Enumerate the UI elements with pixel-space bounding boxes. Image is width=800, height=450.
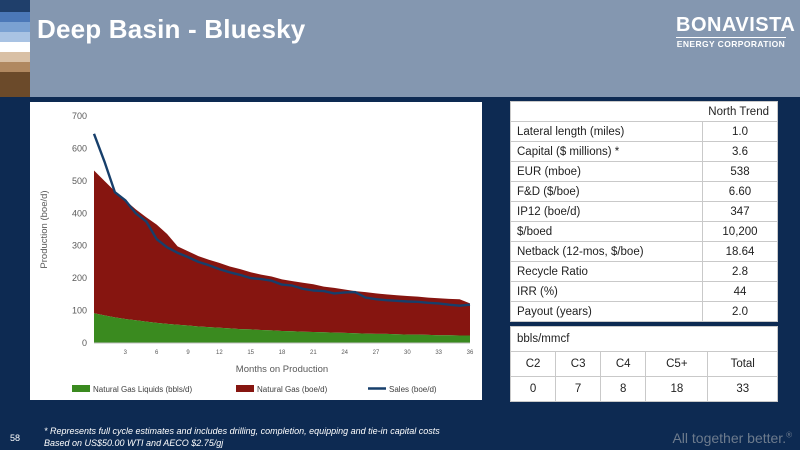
y-tick-label: 300	[72, 241, 87, 251]
legend-label: Natural Gas (boe/d)	[257, 385, 328, 394]
natural-gas-area	[94, 170, 470, 336]
table1-row: $/boed 10,200	[510, 221, 778, 242]
x-tick-label: 27	[373, 350, 380, 356]
ngl-area	[94, 313, 470, 343]
table1-value: 538	[702, 161, 778, 182]
table1-value: 6.60	[702, 181, 778, 202]
table1-label: Netback (12-mos, $/boe)	[510, 241, 703, 262]
y-tick-label: 400	[72, 208, 87, 218]
table1-value: 2.8	[702, 261, 778, 282]
table2-value-cell: 7	[555, 376, 602, 402]
liquids-yield-table: bbls/mmcf C2 C3 C4 C5+ Total 0 7 8 18 33	[509, 326, 778, 402]
sales-line	[92, 133, 471, 307]
table1-row: IRR (%) 44	[510, 281, 778, 302]
table2-header-row: C2 C3 C4 C5+ Total	[509, 351, 778, 377]
table1-row: F&D ($/boe) 6.60	[510, 181, 778, 202]
table2-header-cell: C2	[509, 351, 557, 377]
table2-title: bbls/mmcf	[510, 326, 778, 352]
page-number: 58	[9, 433, 20, 443]
table1-value: 1.0	[702, 121, 778, 142]
y-tick-label: 700	[72, 111, 87, 121]
table1-value: 44	[702, 281, 778, 302]
table2-value-cell: 33	[707, 376, 778, 402]
x-tick-label: 33	[435, 350, 442, 356]
table1-label: EUR (mboe)	[510, 161, 703, 182]
table1-value: 18.64	[702, 241, 778, 262]
x-tick-label: 30	[404, 350, 411, 356]
x-tick-label: 21	[310, 350, 317, 356]
table1-label: F&D ($/boe)	[510, 181, 703, 202]
x-tick-label: 9	[186, 350, 190, 356]
table1-value: 10,200	[702, 221, 778, 242]
legend-label: Sales (boe/d)	[389, 385, 437, 394]
y-tick-label: 500	[72, 176, 87, 186]
x-tick-label: 6	[155, 350, 159, 356]
table2-header-cell: C5+	[645, 351, 709, 377]
table1-label: Lateral length (miles)	[510, 121, 703, 142]
table1-header: North Trend	[510, 101, 778, 122]
table1-row: Capital ($ millions) * 3.6	[510, 141, 778, 162]
table1-label: IRR (%)	[510, 281, 703, 302]
y-tick-label: 600	[72, 143, 87, 153]
x-tick-label: 18	[279, 350, 286, 356]
table1-label: Recycle Ratio	[510, 261, 703, 282]
x-tick-label: 36	[467, 350, 474, 356]
production-chart-panel: 0 100 200 300 400 500 600 700 3 6 9 12 15 18 21 24 27 30 3…	[30, 102, 482, 400]
table1-row: EUR (mboe) 538	[510, 161, 778, 182]
tagline: All together better.®	[672, 430, 792, 446]
company-logo: BONAVISTA ENERGY CORPORATION	[676, 14, 796, 52]
table2-value-row: 0 7 8 18 33	[509, 376, 778, 402]
x-tick-label: 12	[216, 350, 223, 356]
table1-label: $/boed	[510, 221, 703, 242]
table1-row: IP12 (boe/d) 347	[510, 201, 778, 222]
table1-value: 3.6	[702, 141, 778, 162]
table2-value-cell: 8	[600, 376, 647, 402]
table1-value: 347	[702, 201, 778, 222]
table2-value-cell: 18	[645, 376, 709, 402]
x-tick-label: 3	[124, 350, 128, 356]
y-axis-title: Production (boe/d)	[39, 190, 50, 268]
well-economics-table: North Trend Lateral length (miles) 1.0 Cap…	[510, 101, 778, 322]
tagline-mark: ®	[786, 430, 792, 440]
table1-value: 2.0	[702, 301, 778, 322]
table2-header-cell: C3	[555, 351, 602, 377]
legend-label: Natural Gas Liquids (bbls/d)	[93, 385, 192, 394]
table2-title-row: bbls/mmcf	[510, 326, 778, 352]
table1-label: Capital ($ millions) *	[510, 141, 703, 162]
table2-header-cell: C4	[600, 351, 647, 377]
tagline-text: All together better.	[672, 430, 787, 446]
logo-subtitle: ENERGY CORPORATION	[676, 37, 786, 49]
table1-row: Recycle Ratio 2.8	[510, 261, 778, 282]
table1-header-row: North Trend	[510, 101, 778, 122]
x-axis-title: Months on Production	[236, 364, 328, 375]
y-tick-label: 0	[82, 338, 87, 348]
table1-row: Payout (years) 2.0	[510, 301, 778, 322]
legend-swatch	[72, 385, 90, 392]
table2-header-cell: Total	[707, 351, 778, 377]
page-title: Deep Basin - Bluesky	[37, 14, 306, 44]
table2-value-cell: 0	[509, 376, 557, 402]
x-tick-label: 24	[341, 350, 348, 356]
header-bar	[0, 0, 800, 97]
legend-swatch	[236, 385, 254, 392]
table1-row: Lateral length (miles) 1.0	[510, 121, 778, 142]
table1-row: Netback (12-mos, $/boe) 18.64	[510, 241, 778, 262]
y-tick-label: 200	[72, 273, 87, 283]
footnote-line-2: Based on US$50.00 WTI and AECO $2.75/gj	[44, 438, 224, 448]
x-tick-label: 15	[247, 350, 254, 356]
y-tick-label: 100	[72, 306, 87, 316]
table1-label: Payout (years)	[510, 301, 703, 322]
footnote-line-1: * Represents full cycle estimates and in…	[44, 426, 440, 436]
table1-label: IP12 (boe/d)	[510, 201, 703, 222]
logo-name: BONAVISTA	[676, 14, 796, 36]
footnote: * Represents full cycle estimates and in…	[44, 425, 604, 449]
